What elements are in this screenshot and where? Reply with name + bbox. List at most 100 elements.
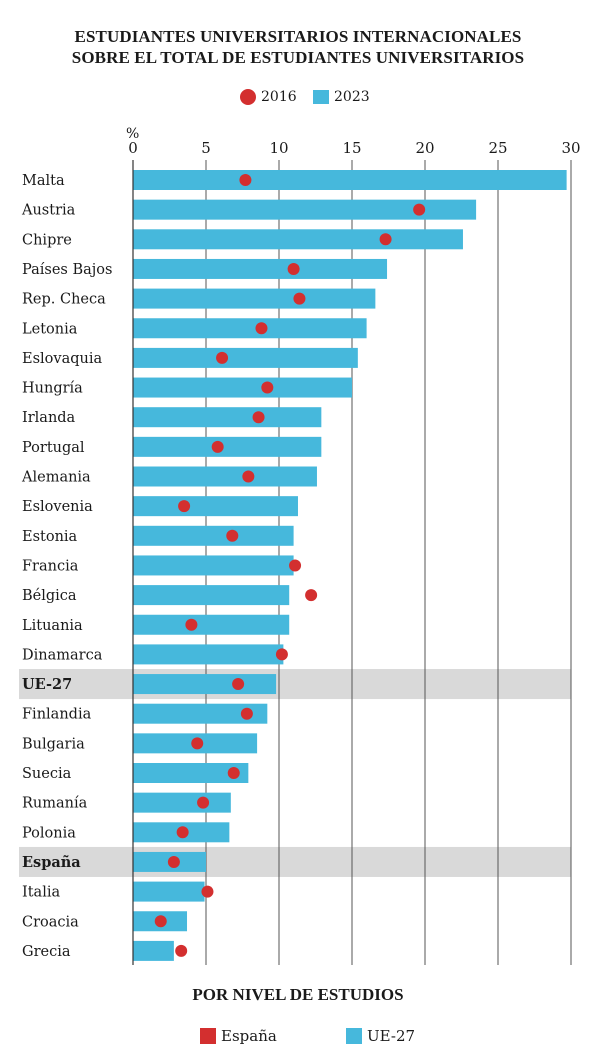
- category-label: Alemania: [21, 470, 91, 486]
- chart-title-line1: ESTUDIANTES UNIVERSITARIOS INTERNACIONAL…: [74, 27, 522, 46]
- category-label: España: [22, 854, 81, 871]
- bar-2023: [133, 229, 463, 250]
- category-label: Finlandia: [22, 707, 92, 723]
- bar-2023: [133, 288, 376, 309]
- category-label: Bélgica: [22, 588, 77, 604]
- category-label: Países Bajos: [22, 262, 112, 278]
- dot-2016: [185, 618, 198, 631]
- category-label: Croacia: [22, 914, 79, 930]
- bar-2023: [133, 199, 477, 220]
- bar-chart: %0 5 10 15 20 25 30 Malta Austria Chipre Países Ba…: [19, 126, 581, 965]
- bar-2023: [133, 496, 298, 517]
- bar-2023: [133, 940, 174, 961]
- x-tick-label: 20: [415, 139, 434, 157]
- dot-2016: [275, 648, 288, 661]
- category-label: UE-27: [22, 676, 72, 693]
- legend-spain-label: España: [221, 1027, 277, 1045]
- dot-2016: [227, 767, 240, 779]
- section-title: POR NIVEL DE ESTUDIOS: [192, 985, 404, 1004]
- dot-2016: [293, 292, 306, 305]
- bar-2023: [133, 703, 268, 724]
- category-label: Estonia: [22, 529, 78, 545]
- dot-2016: [252, 411, 265, 424]
- legend-dot-2016-icon: [240, 89, 256, 105]
- legend-label-2016: 2016: [261, 89, 297, 105]
- bar-2023: [133, 466, 317, 487]
- dot-2016: [178, 500, 191, 513]
- x-tick-label: 5: [201, 139, 211, 157]
- category-label: Eslovaquia: [22, 351, 102, 367]
- category-label: Rumanía: [22, 796, 88, 812]
- chart-title-line2: SOBRE EL TOTAL DE ESTUDIANTES UNIVERSITA…: [71, 48, 525, 67]
- category-label: Francia: [22, 558, 79, 574]
- dot-2016: [305, 589, 318, 602]
- x-tick-label: 30: [561, 139, 580, 157]
- x-tick-label: 0: [128, 139, 138, 157]
- x-tick-label: 25: [488, 139, 507, 157]
- bar-2023: [133, 170, 567, 190]
- dot-2016: [240, 707, 253, 720]
- bar-2023: [133, 644, 284, 665]
- category-label: Malta: [22, 173, 65, 189]
- category-label: Chipre: [22, 232, 72, 248]
- category-label: Bulgaria: [22, 736, 85, 752]
- dot-2016: [226, 529, 239, 542]
- dot-2016: [255, 322, 268, 335]
- legend-square-2023-icon: [313, 90, 329, 104]
- dot-2016: [239, 174, 252, 186]
- dot-2016: [167, 855, 180, 868]
- bar-2023: [133, 347, 358, 368]
- dot-2016: [154, 915, 167, 928]
- highlight-band: [19, 846, 571, 877]
- legend-eu-swatch-icon: [346, 1028, 362, 1044]
- bar-2023: [133, 674, 277, 695]
- dot-2016: [261, 381, 274, 394]
- bar-2023: [133, 377, 352, 398]
- bar-2023: [133, 555, 294, 576]
- category-label: Rep. Checa: [22, 292, 106, 308]
- dot-2016: [201, 885, 214, 898]
- dot-2016: [216, 351, 229, 364]
- legend-spain-swatch-icon: [200, 1028, 216, 1044]
- bar-2023: [133, 525, 294, 546]
- legend-eu: UE-27: [346, 1024, 436, 1048]
- category-label: Polonia: [22, 825, 76, 841]
- legend-2016: 2016: [240, 86, 310, 108]
- bar-2023: [133, 792, 231, 813]
- legend-2023: 2023: [313, 86, 383, 108]
- legend-eu-label: UE-27: [367, 1027, 416, 1045]
- legend-spain: España: [200, 1024, 290, 1048]
- dot-2016: [191, 737, 204, 750]
- bar-2023: [133, 407, 322, 428]
- legend-label-2023: 2023: [334, 89, 370, 105]
- category-label: Letonia: [22, 321, 78, 337]
- bar-2023: [133, 318, 367, 339]
- bar-2023: [133, 258, 388, 279]
- category-label: Lituania: [22, 618, 83, 634]
- dot-2016: [413, 203, 426, 216]
- dot-2016: [211, 440, 224, 453]
- category-label: Eslovenia: [22, 499, 93, 515]
- dot-2016: [289, 559, 302, 572]
- category-label: Austria: [21, 203, 76, 219]
- highlight-band: [19, 669, 571, 700]
- category-label: Hungría: [22, 381, 83, 397]
- category-label: Grecia: [22, 944, 71, 960]
- x-unit-label: %: [126, 126, 139, 142]
- dot-2016: [232, 678, 245, 691]
- category-label: Dinamarca: [22, 647, 103, 663]
- dot-2016: [175, 944, 188, 957]
- bar-2023: [133, 881, 205, 902]
- dot-2016: [197, 796, 210, 809]
- category-label: Suecia: [22, 766, 72, 782]
- bar-2023: [133, 436, 322, 457]
- bar-2023: [133, 585, 290, 606]
- bar-2023: [133, 614, 290, 635]
- dot-2016: [176, 826, 189, 839]
- dot-2016: [242, 470, 255, 483]
- category-label: Irlanda: [22, 410, 76, 426]
- x-tick-label: 15: [342, 139, 361, 157]
- category-label: Italia: [22, 885, 60, 901]
- dot-2016: [287, 262, 300, 275]
- bar-2023: [133, 763, 249, 783]
